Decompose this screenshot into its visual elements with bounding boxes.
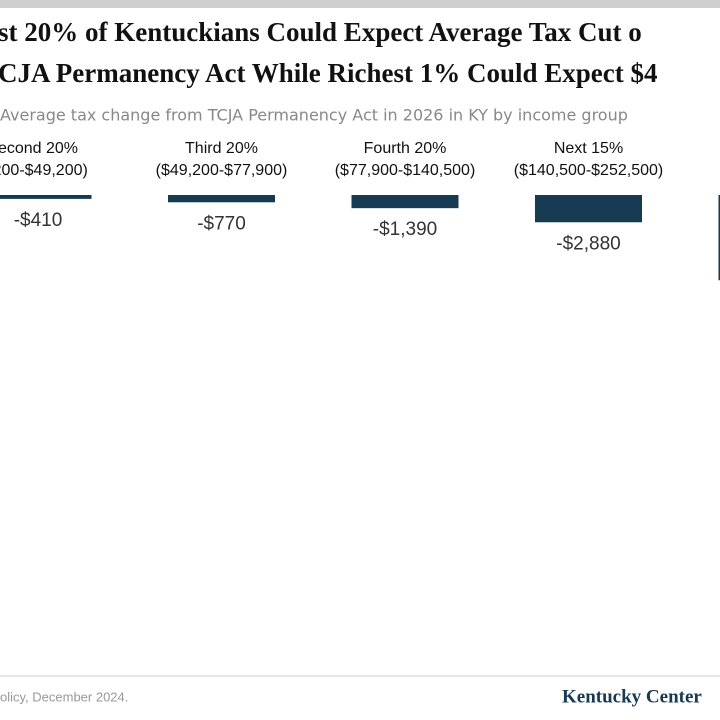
bar (718, 195, 720, 281)
category-range: ($77,900-$140,500) (335, 162, 476, 179)
brand: Kentucky Center (562, 686, 702, 707)
top-band (0, 0, 720, 8)
value-label: -$770 (197, 213, 246, 234)
chart-title: CJA Permanency Act While Richest 1% Coul… (0, 58, 657, 88)
chart-title: st 20% of Kentuckians Could Expect Avera… (0, 17, 642, 47)
category-range: ,200-$49,200) (0, 162, 88, 179)
value-label: -$410 (14, 210, 63, 231)
source: olicy, December 2024. (0, 689, 128, 704)
category-label: Third 20% (185, 140, 258, 157)
bar (168, 195, 275, 203)
bar (0, 195, 92, 199)
bar (535, 195, 642, 223)
category-label: Next 15% (554, 140, 623, 157)
value-label: -$2,880 (556, 233, 620, 254)
subtitle: Average tax change from TCJA Permanency … (0, 106, 628, 125)
bar (351, 195, 459, 209)
category-range: ($140,500-$252,500) (514, 162, 663, 179)
category-label: econd 20% (0, 140, 78, 157)
value-label: -$1,390 (373, 219, 437, 240)
category-label: Fourth 20% (364, 140, 447, 157)
category-range: ($49,200-$77,900) (156, 162, 288, 179)
